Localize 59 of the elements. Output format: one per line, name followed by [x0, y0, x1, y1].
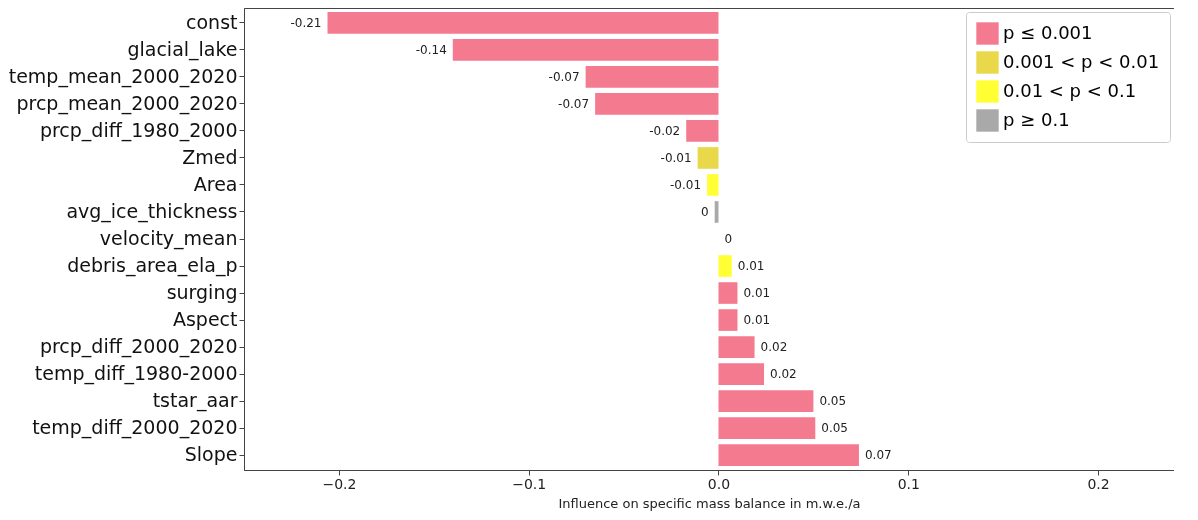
data-label: 0.02 [760, 340, 788, 355]
legend-label: p ≥ 0.1 [1003, 108, 1070, 130]
bar [718, 363, 765, 385]
legend-label: p ≤ 0.001 [1003, 21, 1093, 43]
legend-label: 0.001 < p < 0.01 [1003, 50, 1160, 72]
bar [327, 12, 719, 34]
bar [718, 390, 814, 412]
data-label: -0.01 [670, 177, 702, 192]
y-tick-label: surging [166, 281, 238, 304]
data-label: -0.14 [415, 42, 447, 57]
y-tick-label: avg_ice_thickness [66, 199, 238, 223]
x-tick-label: −0.2 [322, 475, 357, 492]
x-tick-label: 0.2 [1087, 475, 1110, 492]
y-tick-label: tstar_aar [152, 389, 238, 413]
y-tick-label: temp_diff_2000_2020 [32, 416, 238, 440]
y-tick-label: prcp_diff_2000_2020 [39, 335, 238, 359]
data-label: 0.01 [743, 313, 771, 328]
data-label: -0.07 [548, 69, 580, 84]
data-label: -0.21 [290, 15, 322, 30]
bar [707, 174, 719, 196]
data-label: 0.01 [743, 286, 771, 301]
y-tick-label: temp_mean_2000_2020 [8, 64, 238, 88]
bar [595, 93, 719, 115]
data-label: 0.05 [821, 421, 848, 436]
data-label: 0.05 [819, 394, 847, 409]
bar [718, 336, 755, 358]
y-tick-label: debris_area_ela_p [67, 254, 238, 278]
bar [718, 309, 738, 331]
data-label: 0 [701, 204, 709, 219]
y-tick-label: const [186, 10, 238, 33]
y-tick-label: temp_diff_1980-2000 [34, 362, 238, 386]
data-label: 0.02 [770, 367, 797, 382]
bar [718, 417, 816, 439]
data-label: -0.01 [660, 150, 692, 165]
x-tick-label: 0.1 [897, 475, 920, 492]
bar [686, 120, 719, 142]
bar [585, 66, 719, 88]
x-axis-title: Influence on specific mass balance in m.w.e./a [558, 495, 861, 511]
y-tick-label: Slope [184, 443, 238, 466]
y-tick-label: velocity_mean [99, 227, 238, 250]
x-tick-label: 0.0 [707, 475, 731, 492]
data-label: -0.07 [558, 96, 590, 111]
bar [697, 147, 719, 169]
bar [718, 255, 732, 277]
y-tick-label: prcp_diff_1980_2000 [39, 118, 238, 142]
data-label: 0.07 [864, 448, 892, 463]
bar [718, 282, 738, 304]
bar [718, 444, 859, 466]
y-tick-label: Aspect [172, 308, 238, 331]
legend-label: 0.01 < p < 0.1 [1003, 79, 1137, 101]
data-label: -0.02 [649, 123, 681, 138]
y-tick-label: Zmed [182, 145, 238, 168]
y-tick-label: Area [193, 172, 238, 195]
y-tick-label: glacial_lake [127, 37, 238, 61]
data-label: 0 [724, 232, 733, 246]
bar [452, 39, 719, 61]
x-tick-label: −0.1 [512, 475, 547, 492]
data-label: 0.01 [737, 259, 765, 274]
y-tick-label: prcp_mean_2000_2020 [16, 91, 238, 115]
